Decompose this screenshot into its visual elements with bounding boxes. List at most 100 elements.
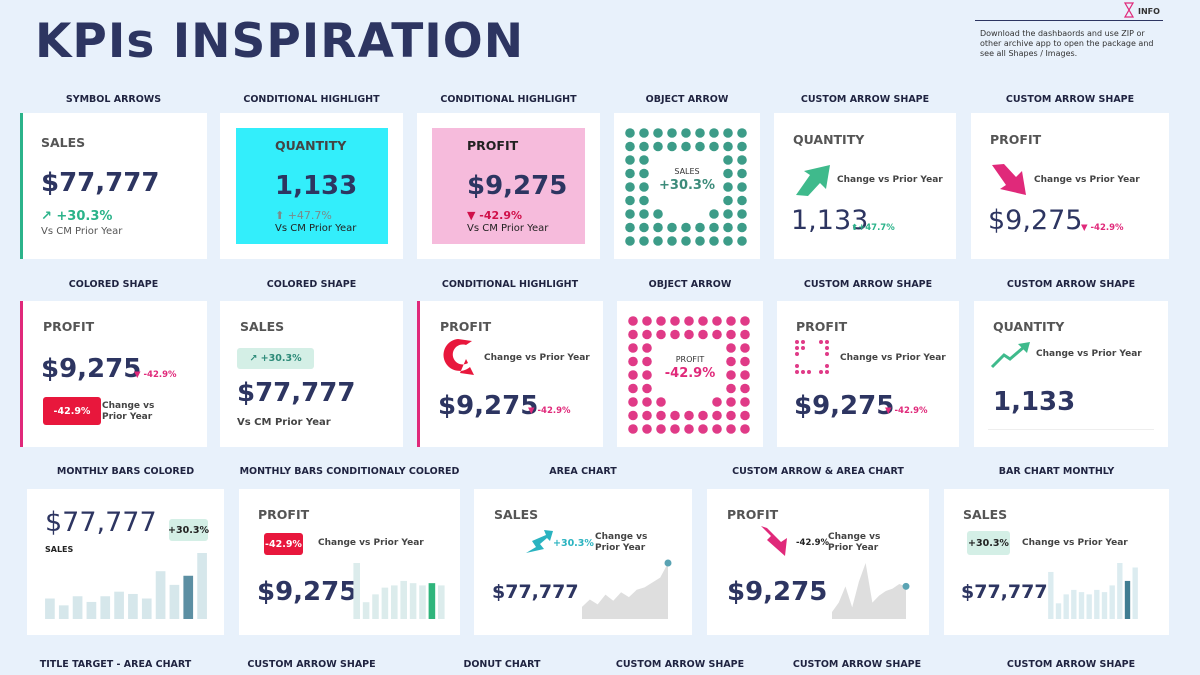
note: Change vs Prior Year	[837, 175, 943, 185]
dot	[642, 356, 652, 367]
dot	[681, 141, 691, 152]
note: Change vs Prior Year	[1022, 538, 1128, 548]
section-label: CUSTOM ARROW SHAPE	[247, 659, 376, 670]
dot	[628, 424, 638, 434]
area-chart	[832, 563, 910, 619]
dot	[740, 397, 750, 407]
section-label: CUSTOM ARROW SHAPE	[792, 659, 922, 670]
kpi-card: QUANTITY 1,133 ⬆ +47.7% Vs CM Prior Year	[220, 113, 403, 259]
bar	[419, 585, 426, 619]
bar	[428, 583, 436, 619]
metric: PROFIT	[796, 319, 848, 334]
bar	[1071, 589, 1077, 619]
section-label: CONDITIONAL HIGHLIGHT	[441, 279, 579, 290]
dot	[709, 222, 719, 233]
dot	[670, 316, 680, 326]
info-label[interactable]: INFO	[1138, 7, 1160, 16]
metric: PROFIT	[43, 319, 95, 334]
bar-chart	[1048, 563, 1138, 619]
kpi-card: PROFIT -42.9%	[617, 301, 763, 447]
bar	[1063, 594, 1069, 619]
section-label: TITLE TARGET - AREA CHART	[39, 659, 192, 670]
bar	[169, 584, 180, 619]
section-label: SYMBOL ARROWS	[65, 94, 162, 105]
metric: QUANTITY	[993, 319, 1065, 334]
area	[832, 563, 906, 619]
dot	[628, 316, 638, 326]
change: +30.3%	[659, 178, 715, 193]
dot	[684, 410, 694, 421]
dot	[653, 128, 663, 138]
change: ⬆ +47.7%	[275, 209, 332, 222]
value: $9,275	[467, 171, 568, 201]
bar	[1132, 567, 1138, 619]
dot	[639, 236, 649, 246]
dot	[625, 128, 635, 138]
change: ↗ +30.3%	[41, 209, 113, 224]
kpi-card: PROFIT Change vs Prior Year $9,275 ▼ -42…	[777, 301, 959, 447]
bar	[114, 591, 124, 619]
kpi-card: PROFIT -42.9% Change vs Prior Year $9,27…	[239, 489, 460, 635]
dot	[737, 141, 747, 152]
dot	[667, 236, 677, 246]
dot	[698, 329, 708, 340]
change: ▼ -42.9%	[1081, 223, 1124, 233]
note: Change vs Prior Year	[1034, 175, 1140, 185]
section-label: OBJECT ARROW	[645, 94, 729, 105]
dot	[695, 236, 705, 246]
dot	[656, 329, 666, 340]
dot	[737, 155, 747, 165]
metric: PROFIT	[675, 355, 705, 364]
dot	[625, 222, 635, 233]
bar	[86, 601, 97, 619]
dot	[723, 222, 733, 233]
area	[582, 563, 668, 619]
section-label: COLORED SHAPE	[68, 279, 159, 290]
section-label: CUSTOM ARROW SHAPE	[803, 279, 933, 290]
dot	[653, 236, 663, 246]
dot	[740, 329, 750, 340]
dot	[723, 141, 733, 152]
dot	[639, 195, 649, 206]
note: Change vs Prior Year	[1036, 349, 1142, 359]
dot	[642, 329, 652, 340]
bar	[400, 580, 407, 619]
bar	[362, 602, 370, 619]
kpi-card: PROFIT $9,275 ▼ -42.9% -42.9% Change vs …	[20, 301, 207, 447]
dot	[723, 195, 733, 206]
dot	[628, 329, 638, 340]
bar	[141, 598, 152, 619]
dot	[628, 343, 638, 353]
dot	[642, 410, 652, 421]
info-icon	[1124, 2, 1134, 18]
dot	[740, 424, 750, 434]
section-label: CUSTOM ARROW & AREA CHART	[732, 466, 904, 477]
dot	[625, 141, 635, 152]
info-rule	[975, 20, 1163, 21]
dot	[737, 168, 747, 179]
dot	[726, 397, 736, 407]
bar	[391, 585, 398, 619]
bar-chart	[45, 553, 207, 619]
dot	[726, 424, 736, 434]
metric: SALES	[674, 167, 700, 176]
value: 1,133	[791, 205, 869, 236]
dot	[639, 222, 649, 233]
dot	[642, 370, 652, 380]
section-label: CUSTOM ARROW SHAPE	[800, 94, 930, 105]
dot	[723, 236, 733, 246]
dot	[625, 155, 635, 165]
metric: PROFIT	[258, 507, 310, 522]
value: $77,777	[961, 581, 1048, 603]
dot-icon	[795, 340, 829, 374]
dot	[723, 209, 733, 219]
dot	[628, 356, 638, 367]
bar	[438, 585, 445, 619]
value: $77,777	[41, 168, 160, 198]
change: -42.9%	[664, 366, 716, 381]
bar	[1086, 594, 1092, 619]
dot	[653, 209, 663, 219]
dot	[740, 370, 750, 380]
bar	[45, 598, 55, 619]
metric: SALES	[240, 319, 285, 334]
